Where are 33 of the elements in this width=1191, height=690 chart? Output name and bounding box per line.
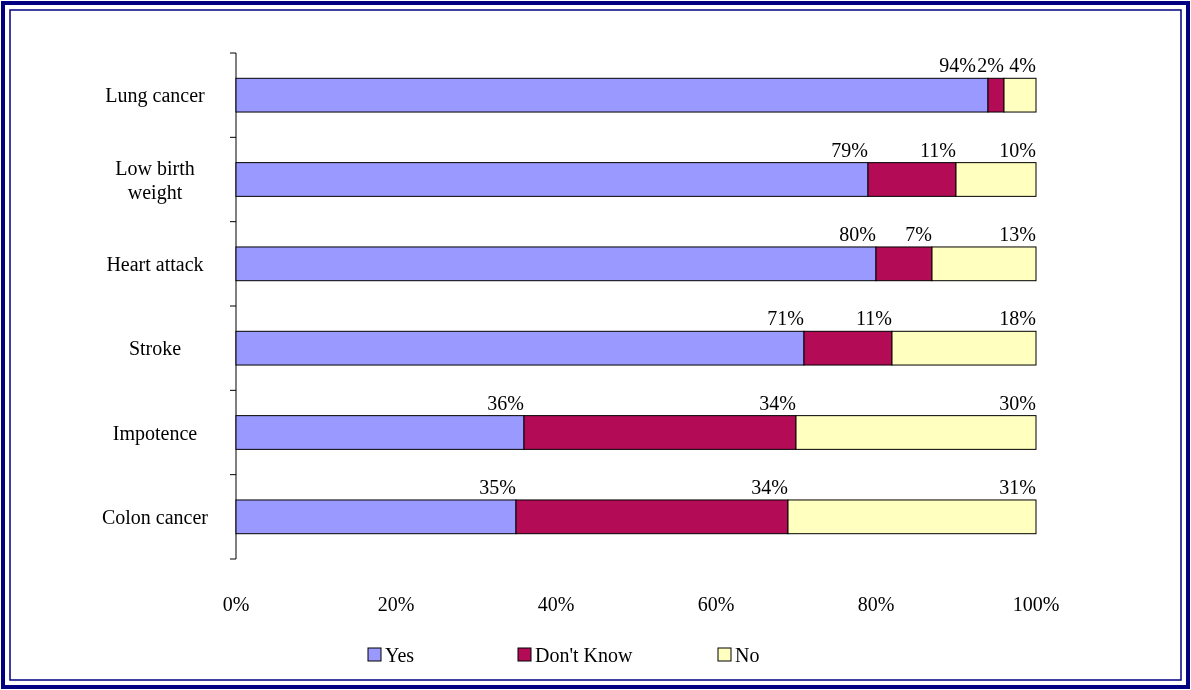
data-label: 10% bbox=[999, 138, 1036, 161]
x-tick-label: 60% bbox=[697, 593, 735, 615]
data-label: 30% bbox=[999, 391, 1036, 414]
data-label: 35% bbox=[479, 475, 516, 498]
data-label: 80% bbox=[839, 222, 876, 245]
data-label: 36% bbox=[487, 391, 524, 414]
data-label: 31% bbox=[999, 475, 1036, 498]
data-label: 11% bbox=[920, 138, 956, 161]
x-tick-label: 0% bbox=[222, 593, 250, 615]
data-label: 13% bbox=[999, 222, 1036, 245]
data-label: 71% bbox=[767, 307, 804, 330]
data-label: 18% bbox=[999, 307, 1036, 330]
data-label: 94% bbox=[939, 54, 976, 77]
y-tick-label: Low birth weight bbox=[115, 156, 195, 204]
y-tick-label: Impotence bbox=[112, 421, 198, 445]
x-tick-label: 100% bbox=[1012, 593, 1060, 615]
data-label: 7% bbox=[905, 222, 932, 245]
x-tick-label: 40% bbox=[537, 593, 575, 615]
data-label: 11% bbox=[856, 307, 892, 330]
data-label: 34% bbox=[759, 391, 796, 414]
data-label: 2% bbox=[977, 54, 1004, 77]
data-label: 4% bbox=[1009, 54, 1036, 77]
y-tick-label: Stroke bbox=[128, 337, 182, 360]
data-label: 79% bbox=[831, 138, 868, 161]
y-tick-label: Colon cancer bbox=[101, 505, 209, 528]
data-label: 34% bbox=[751, 475, 788, 498]
legend-label: No bbox=[735, 644, 760, 666]
y-tick-label: Heart attack bbox=[106, 252, 204, 275]
y-tick-label: Lung cancer bbox=[105, 84, 206, 108]
x-tick-label: 80% bbox=[857, 593, 895, 615]
legend-label: Don't Know bbox=[535, 644, 634, 666]
x-tick-label: 20% bbox=[377, 593, 415, 615]
legend-label: Yes bbox=[385, 644, 415, 666]
